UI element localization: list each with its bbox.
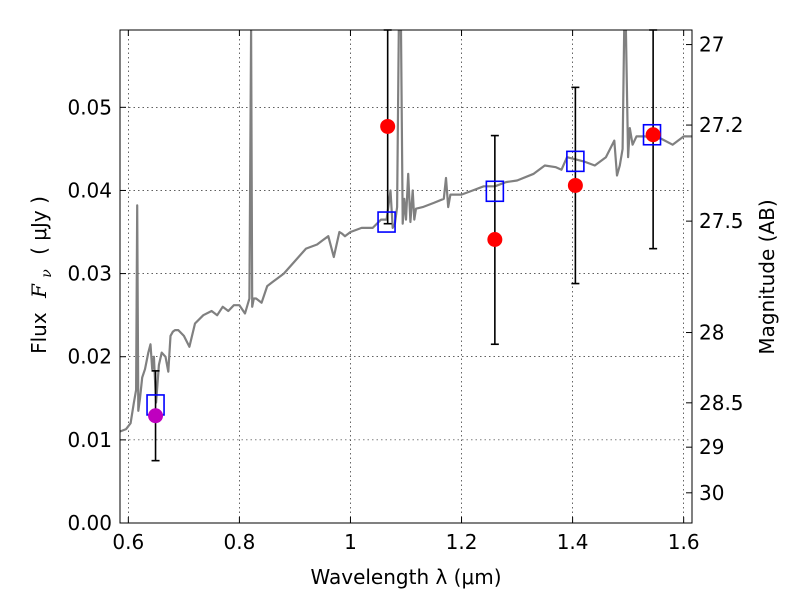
y-tick-label: 0.01 xyxy=(67,428,112,452)
y-axis-label: Flux F ν ( μJy ) xyxy=(27,196,56,354)
y-axis-label-text: Flux xyxy=(27,312,51,354)
model-point xyxy=(485,180,505,203)
y2-tick-label: 28 xyxy=(699,321,724,345)
y2-axis-label: Magnitude (AB) xyxy=(755,199,779,354)
y-tick-label: 0.00 xyxy=(67,511,112,535)
y-tick-label: 0.03 xyxy=(67,262,112,286)
x-tick-label: 1.2 xyxy=(446,530,478,554)
y-tick-label: 0.02 xyxy=(67,345,112,369)
model-point xyxy=(566,150,585,173)
observed-point xyxy=(645,127,661,143)
y2-tick-label: 30 xyxy=(699,481,724,505)
x-axis-label: Wavelength λ (μm) xyxy=(310,565,501,589)
svg-text:Flux F ν (: Flux F ν ( μJy ) xyxy=(27,196,56,354)
y-axis-label-symbol: F xyxy=(27,283,51,299)
x-tick-label: 1.6 xyxy=(668,530,700,554)
observed-point xyxy=(487,232,503,248)
marker-layer xyxy=(146,118,662,424)
observed-point xyxy=(567,177,583,193)
y2-tick-label: 27 xyxy=(699,33,724,57)
observed-point xyxy=(148,408,164,424)
x-tick-label: 0.6 xyxy=(112,530,144,554)
y2-tick-label: 27.5 xyxy=(699,209,744,233)
ticks: 0.6 0.8 1 1.2 1.4 1.6 0.00 0.01 0.02 0.03 0.04 0.05… xyxy=(67,30,744,554)
y-axis-label-units: ( μJy ) xyxy=(27,196,51,255)
y2-tick-label: 29 xyxy=(699,435,724,459)
y2-tick-label: 28.5 xyxy=(699,391,744,415)
observed-point xyxy=(380,118,396,134)
x-tick-label: 1 xyxy=(344,530,357,554)
model-point xyxy=(377,211,396,233)
y-tick-label: 0.05 xyxy=(67,95,112,119)
plot-area xyxy=(120,30,692,523)
plot-frame xyxy=(119,29,693,524)
y2-tick-label: 27.2 xyxy=(699,113,744,137)
y-tick-label: 0.04 xyxy=(67,178,112,202)
y-axis-label-subscript: ν xyxy=(39,269,55,278)
x-tick-label: 1.4 xyxy=(557,530,589,554)
x-tick-label: 0.8 xyxy=(223,530,255,554)
